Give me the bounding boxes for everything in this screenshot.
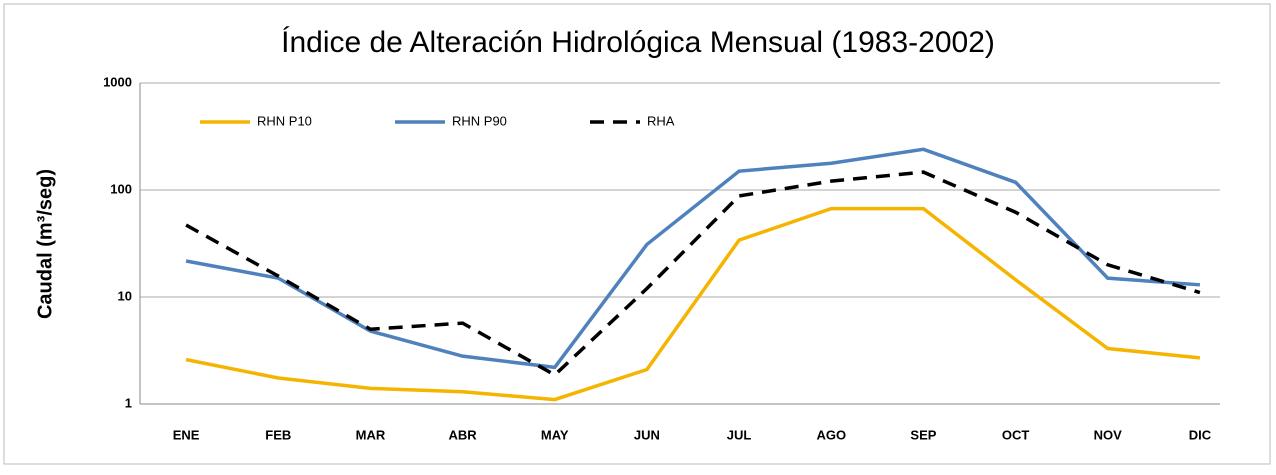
x-tick-label: MAR [356,427,386,442]
x-tick-label: MAY [541,427,569,442]
x-tick-label: JUN [634,427,660,442]
y-axis-label: Caudal (m³/seg) [34,169,56,319]
chart-title: Índice de Alteración Hidrológica Mensual… [281,26,995,59]
x-tick-label: AGO [816,427,846,442]
series-line [185,206,1201,402]
chart-frame [3,3,1271,465]
legend-label: RHN P90 [452,113,507,128]
y-tick-label: 10 [118,288,132,303]
legend-label: RHA [647,113,675,128]
y-tick-label: 1000 [103,74,132,89]
x-tick-label: DIC [1189,427,1212,442]
x-tick-label: FEB [265,427,291,442]
x-tick-label: OCT [1002,427,1030,442]
series-line [185,170,1201,378]
y-tick-label: 1 [125,395,132,410]
y-tick-label: 100 [110,181,132,196]
legend-label: RHN P10 [257,113,312,128]
x-tick-label: ABR [448,427,477,442]
x-tick-label: JUL [727,427,752,442]
x-tick-label: NOV [1094,427,1123,442]
x-tick-label: ENE [173,427,200,442]
x-tick-label: SEP [910,427,936,442]
